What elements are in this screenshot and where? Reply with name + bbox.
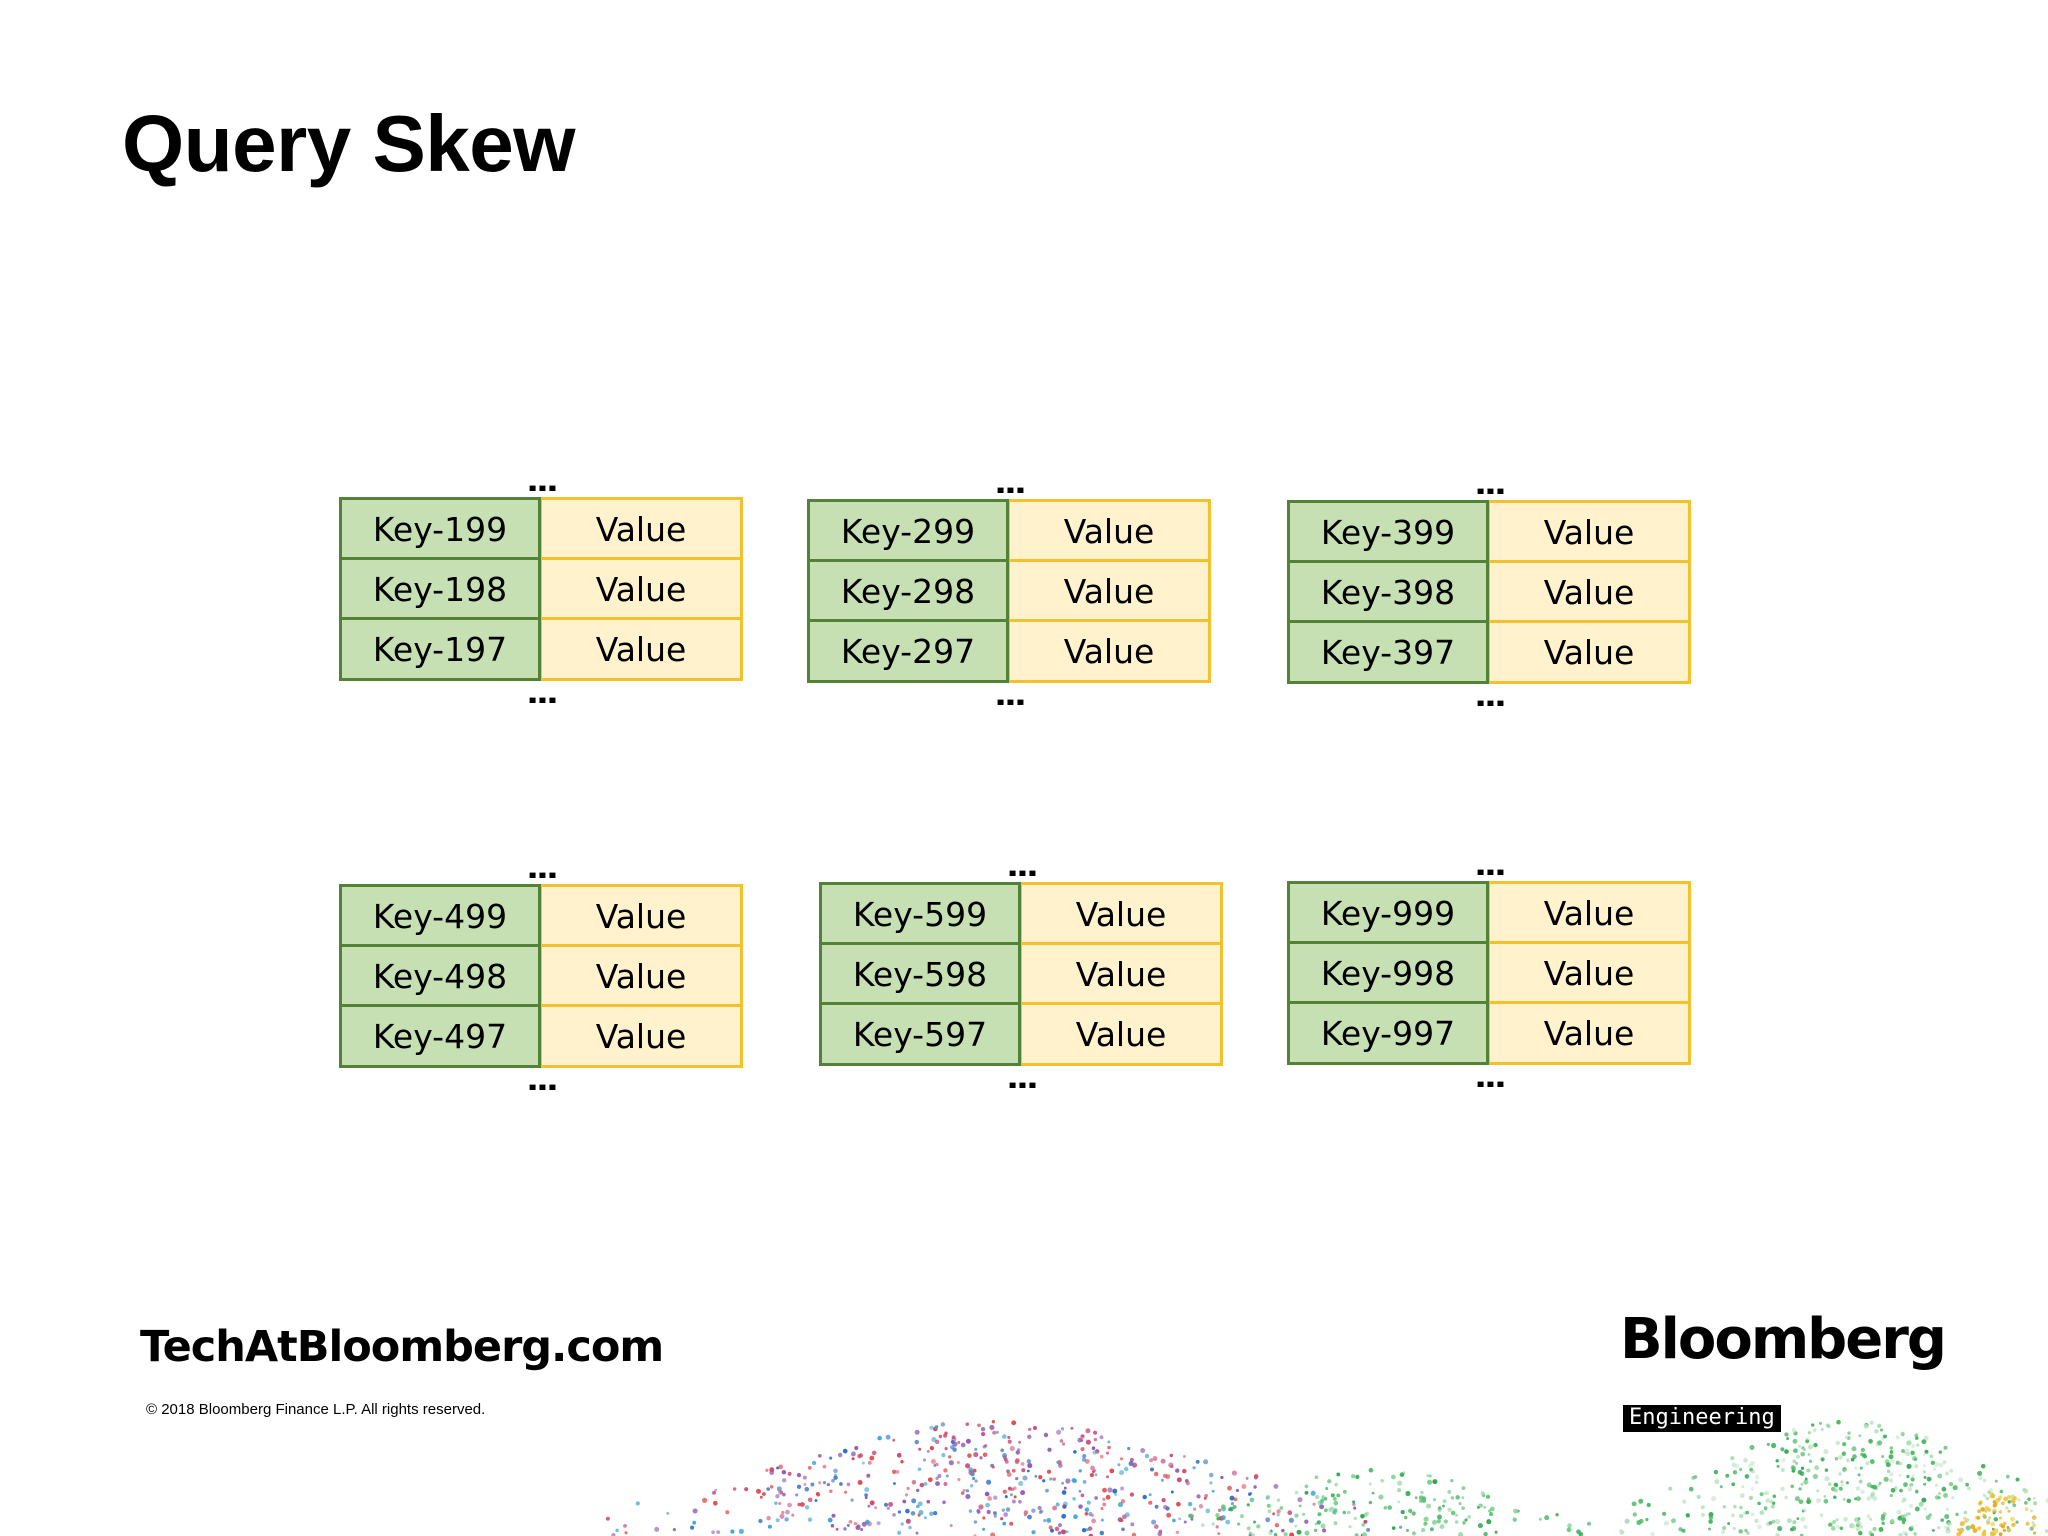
value-cell: Value (539, 617, 743, 681)
kv-row: Key-397 Value (1287, 620, 1691, 684)
value-cell: Value (1487, 500, 1691, 564)
ellipsis-top: ... (1006, 856, 1039, 876)
kv-row: Key-298 Value (807, 559, 1211, 623)
value-cell: Value (1019, 882, 1223, 946)
key-cell: Key-198 (339, 557, 541, 621)
value-cell: Value (1487, 881, 1691, 945)
key-cell: Key-199 (339, 497, 541, 561)
key-cell: Key-598 (819, 942, 1021, 1006)
value-cell: Value (1487, 560, 1691, 624)
value-cell: Value (1007, 619, 1211, 683)
kv-row: Key-198 Value (339, 557, 743, 621)
kv-row: Key-197 Value (339, 617, 743, 681)
ellipsis-bottom: ... (1474, 1067, 1507, 1087)
footer-url[interactable]: TechAtBloomberg.com (140, 1322, 664, 1372)
value-cell: Value (539, 1004, 743, 1068)
ellipsis-bottom: ... (526, 683, 559, 703)
ellipsis-bottom: ... (1474, 686, 1507, 706)
copyright-notice: © 2018 Bloomberg Finance L.P. All rights… (146, 1401, 486, 1418)
kv-table-6: ... Key-999 Value Key-998 Value Key-997 … (1287, 855, 1691, 1087)
kv-row: Key-998 Value (1287, 941, 1691, 1005)
kv-row: Key-598 Value (819, 942, 1223, 1006)
ellipsis-top: ... (994, 473, 1027, 493)
key-cell: Key-298 (807, 559, 1009, 623)
kv-table-1: ... Key-199 Value Key-198 Value Key-197 … (339, 471, 743, 703)
kv-table-2: ... Key-299 Value Key-298 Value Key-297 … (807, 473, 1211, 705)
kv-row: Key-498 Value (339, 944, 743, 1008)
value-cell: Value (1487, 1001, 1691, 1065)
value-cell: Value (1487, 941, 1691, 1005)
kv-row: Key-297 Value (807, 619, 1211, 683)
key-cell: Key-399 (1287, 500, 1489, 564)
kv-table-5: ... Key-599 Value Key-598 Value Key-597 … (819, 856, 1223, 1088)
key-cell: Key-599 (819, 882, 1021, 946)
key-cell: Key-197 (339, 617, 541, 681)
value-cell: Value (539, 497, 743, 561)
kv-row: Key-398 Value (1287, 560, 1691, 624)
value-cell: Value (1019, 1002, 1223, 1066)
ellipsis-top: ... (526, 471, 559, 491)
kv-row: Key-199 Value (339, 497, 743, 561)
ellipsis-top: ... (1474, 474, 1507, 494)
decorative-dot-cloud (605, 1419, 2048, 1536)
value-cell: Value (539, 884, 743, 948)
value-cell: Value (1007, 499, 1211, 563)
key-cell: Key-997 (1287, 1001, 1489, 1065)
engineering-tag: Engineering (1623, 1405, 1781, 1432)
ellipsis-bottom: ... (1006, 1068, 1039, 1088)
value-cell: Value (539, 944, 743, 1008)
kv-row: Key-999 Value (1287, 881, 1691, 945)
key-cell: Key-498 (339, 944, 541, 1008)
kv-row: Key-997 Value (1287, 1001, 1691, 1065)
ellipsis-top: ... (1474, 855, 1507, 875)
kv-row: Key-597 Value (819, 1002, 1223, 1066)
key-cell: Key-398 (1287, 560, 1489, 624)
kv-table-3: ... Key-399 Value Key-398 Value Key-397 … (1287, 474, 1691, 706)
key-cell: Key-499 (339, 884, 541, 948)
kv-row: Key-497 Value (339, 1004, 743, 1068)
value-cell: Value (1007, 559, 1211, 623)
kv-row: Key-599 Value (819, 882, 1223, 946)
value-cell: Value (1487, 620, 1691, 684)
key-cell: Key-999 (1287, 881, 1489, 945)
kv-row: Key-299 Value (807, 499, 1211, 563)
key-cell: Key-397 (1287, 620, 1489, 684)
key-cell: Key-597 (819, 1002, 1021, 1066)
bloomberg-logo: Bloomberg (1620, 1307, 1947, 1372)
ellipsis-bottom: ... (526, 1070, 559, 1090)
key-cell: Key-497 (339, 1004, 541, 1068)
value-cell: Value (539, 557, 743, 621)
value-cell: Value (1019, 942, 1223, 1006)
ellipsis-bottom: ... (994, 685, 1027, 705)
kv-row: Key-399 Value (1287, 500, 1691, 564)
ellipsis-top: ... (526, 858, 559, 878)
kv-table-4: ... Key-499 Value Key-498 Value Key-497 … (339, 858, 743, 1090)
slide-title: Query Skew (122, 99, 576, 188)
key-cell: Key-297 (807, 619, 1009, 683)
key-cell: Key-998 (1287, 941, 1489, 1005)
key-cell: Key-299 (807, 499, 1009, 563)
kv-row: Key-499 Value (339, 884, 743, 948)
